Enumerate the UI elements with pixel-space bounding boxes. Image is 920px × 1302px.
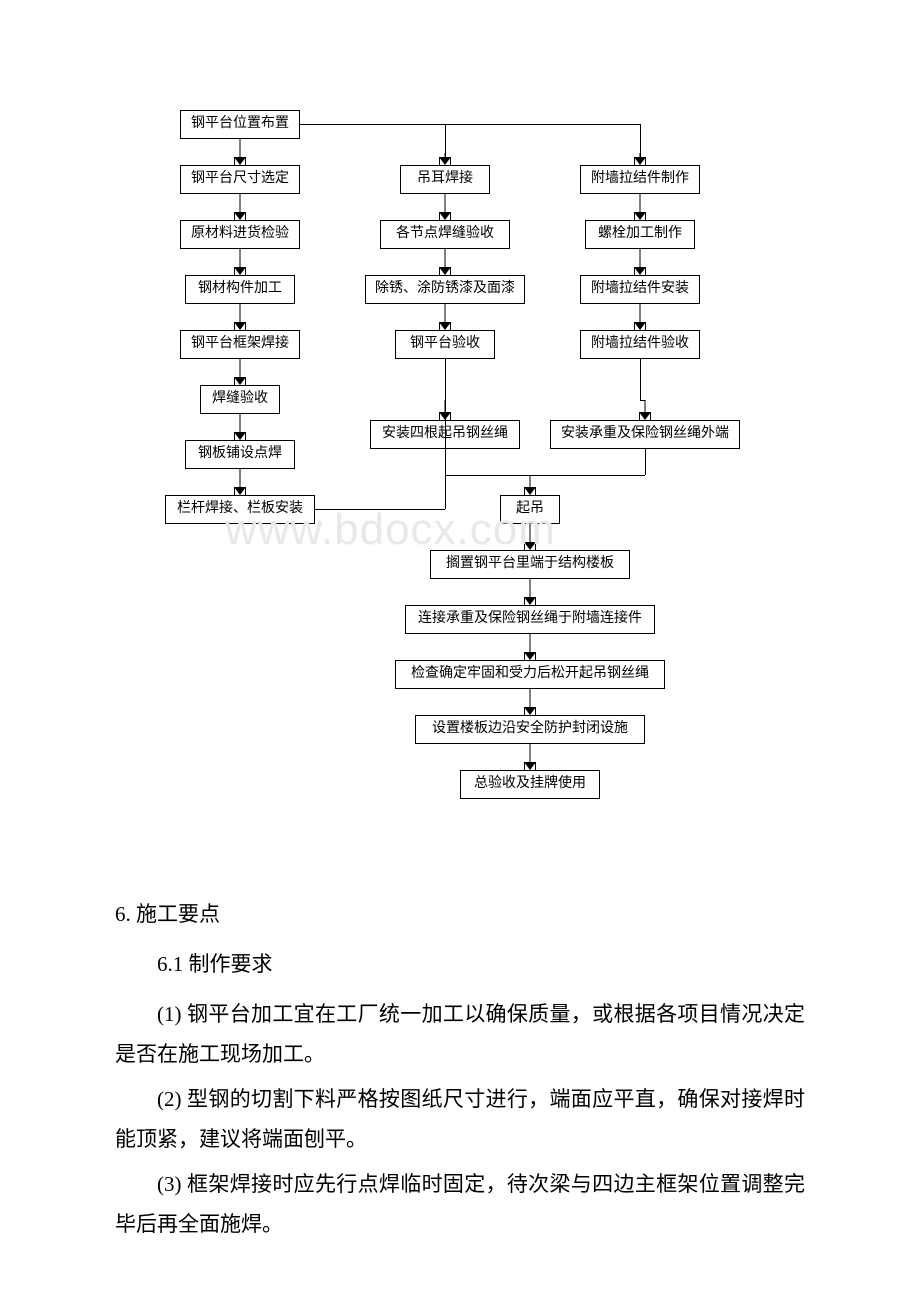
merge1-b4-v [445,358,446,400]
arrow-a2-a3 [233,193,247,220]
section-heading: 6. 施工要点 [115,895,805,935]
arrow-m5-m6 [523,633,537,660]
merge1-a8-h [315,509,445,510]
section-title: 施工要点 [136,902,220,926]
arrow-m6-m7 [523,688,537,715]
flow-node-m5: 连接承重及保险钢丝绳于附墙连接件 [405,605,655,634]
arrow-a6-a7 [233,413,247,440]
flow-node-a5: 钢平台框架焊接 [180,330,300,359]
merge2-h [445,475,645,476]
flow-node-b4: 钢平台验收 [395,330,495,359]
arrow-c3-c4 [633,303,647,330]
branch-arr-b1 [438,153,452,165]
merge2-arr [523,475,537,495]
arrow-c1-c2 [633,193,647,220]
flow-node-a1: 钢平台位置布置 [180,110,300,139]
flow-node-m3: 起吊 [500,495,560,524]
arrow-a3-a4 [233,248,247,275]
flow-node-m6: 检查确定牢固和受力后松开起吊钢丝绳 [395,660,665,689]
flow-node-a6: 焊缝验收 [200,385,280,414]
flow-node-a3: 原材料进货检验 [180,220,300,249]
subsection-title: 制作要求 [189,952,273,976]
flow-node-c3: 附墙拉结件安装 [580,275,700,304]
flow-node-m4: 搁置钢平台里端于结构楼板 [430,550,630,579]
flow-node-m8: 总验收及挂牌使用 [460,770,600,799]
paragraph-1: (1) 钢平台加工宜在工厂统一加工以确保质量，或根据各项目情况决定是否在施工现场… [115,995,805,1075]
arrow-a7-a8 [233,468,247,495]
paragraph-2: (2) 型钢的切割下料严格按图纸尺寸进行，端面应平直，确保对接焊时能顶紧，建议将… [115,1080,805,1160]
flow-node-b2: 各节点焊缝验收 [380,220,510,249]
flow-node-a7: 钢板铺设点焊 [185,440,295,469]
merge1b-c4-v [640,358,641,400]
flow-node-b3: 除锈、涂防锈漆及面漆 [365,275,525,304]
flow-node-m7: 设置楼板边沿安全防护封闭设施 [415,715,645,744]
arrow-a5-a6 [233,358,247,385]
merge2-v2 [645,448,646,475]
flow-node-m2: 安装承重及保险钢丝绳外端 [550,420,740,449]
arrow-m7-m8 [523,743,537,770]
arrow-c2-c3 [633,248,647,275]
merge2-v1 [445,448,446,475]
branch-arr-c1 [633,153,647,165]
subsection-heading: 6.1 制作要求 [115,945,805,985]
flow-node-a2: 钢平台尺寸选定 [180,165,300,194]
flow-node-c2: 螺栓加工制作 [585,220,695,249]
flow-node-c4: 附墙拉结件验收 [580,330,700,359]
arrow-a4-a5 [233,303,247,330]
page: 钢平台位置布置钢平台尺寸选定原材料进货检验钢材构件加工钢平台框架焊接焊缝验收钢板… [0,0,920,1302]
process-flowchart: 钢平台位置布置钢平台尺寸选定原材料进货检验钢材构件加工钢平台框架焊接焊缝验收钢板… [150,100,870,830]
subsection-number: 6.1 [157,952,183,976]
branch-h1 [300,124,640,125]
flow-node-c1: 附墙拉结件制作 [580,165,700,194]
arrow-b2-b3 [438,248,452,275]
paragraph-3: (3) 框架焊接时应先行点焊临时固定，待次梁与四边主框架位置调整完毕后再全面施焊… [115,1165,805,1245]
arrow-m4-m5 [523,578,537,605]
flow-node-b1: 吊耳焊接 [400,165,490,194]
arrow-b1-b2 [438,193,452,220]
arrow-a1-a2 [233,138,247,165]
arrow-b3-b4 [438,303,452,330]
flow-node-a4: 钢材构件加工 [185,275,295,304]
merge1-arr [438,400,452,420]
flow-node-a8: 栏杆焊接、栏板安装 [165,495,315,524]
arrow-m3-m4 [523,523,537,550]
section-number: 6. [115,902,131,926]
merge1b-arr [638,400,652,420]
